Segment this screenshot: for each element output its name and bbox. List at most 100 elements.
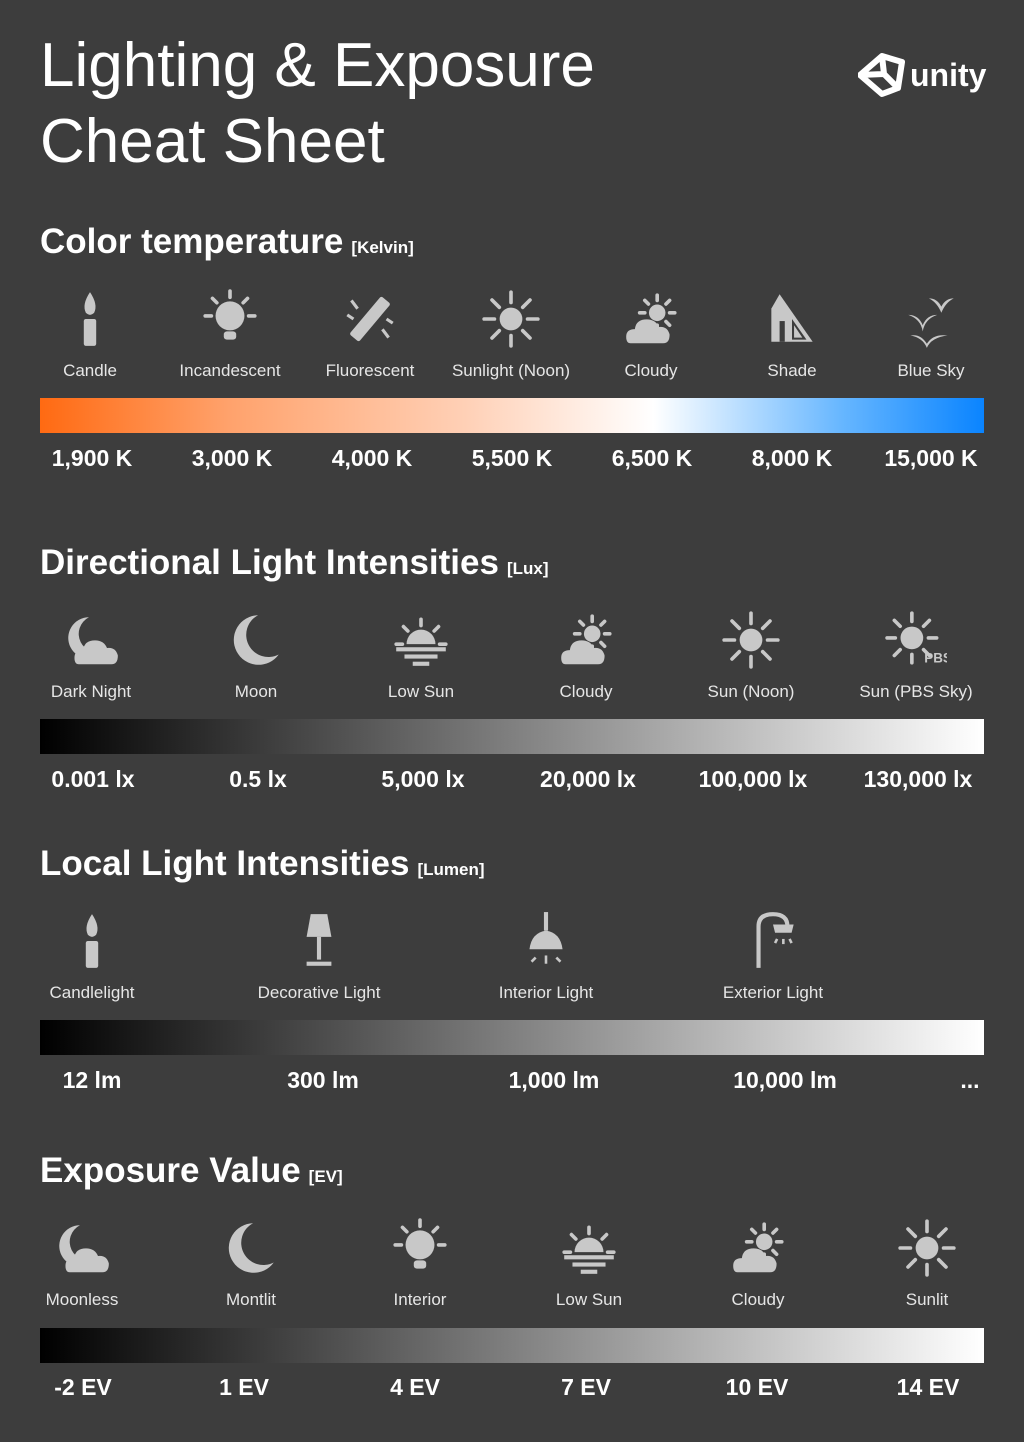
item-label: Candlelight bbox=[49, 983, 135, 1002]
ceiling-light-icon bbox=[529, 912, 563, 964]
icon-item bbox=[166, 1217, 336, 1279]
item-label: Low Sun bbox=[387, 682, 455, 701]
icon-item bbox=[846, 288, 1016, 350]
item-label: Sunlight (Noon) bbox=[451, 361, 571, 380]
gradient-bar bbox=[40, 1328, 984, 1363]
icon-item: PBS bbox=[831, 609, 1001, 671]
icon-item bbox=[688, 910, 858, 972]
item-label: Candle bbox=[63, 361, 117, 380]
item-label: Interior Light bbox=[498, 983, 594, 1002]
section-title: Exposure Value [EV] bbox=[40, 1151, 343, 1191]
sun-pbs-icon: PBS bbox=[885, 611, 947, 666]
scale-value: 10,000 lm bbox=[733, 1067, 837, 1093]
section-unit: [EV] bbox=[308, 1167, 343, 1186]
item-label: Low Sun bbox=[555, 1290, 623, 1309]
icon-item bbox=[426, 288, 596, 350]
item-label: Interior bbox=[393, 1290, 447, 1309]
section-title-text: Exposure Value bbox=[40, 1151, 301, 1190]
icon-item bbox=[5, 288, 175, 350]
section-unit: [Lumen] bbox=[417, 860, 485, 879]
scale-value: 14 EV bbox=[896, 1374, 960, 1400]
scale-value: 8,000 K bbox=[751, 445, 833, 471]
item-label: Moon bbox=[234, 682, 278, 701]
item-label: Sun (Noon) bbox=[707, 682, 795, 701]
scale-value: 0.5 lx bbox=[229, 766, 287, 792]
scale-value: 1 EV bbox=[219, 1374, 269, 1400]
scale-value: 1,000 lm bbox=[508, 1067, 600, 1093]
icon-item bbox=[335, 1217, 505, 1279]
scale-value: 4 EV bbox=[390, 1374, 440, 1400]
scale-value: ... bbox=[960, 1067, 980, 1093]
scale-value: 15,000 K bbox=[884, 445, 978, 471]
item-label: Cloudy bbox=[624, 361, 678, 380]
title-line-1: Lighting & Exposure bbox=[40, 31, 595, 100]
page-title: Lighting & Exposure Cheat Sheet bbox=[40, 28, 595, 180]
moon-cloud-icon bbox=[59, 1225, 109, 1273]
logo-text: unity bbox=[910, 56, 987, 93]
scale-value: 300 lm bbox=[287, 1067, 359, 1093]
gradient-bar bbox=[40, 719, 984, 754]
bulb-icon bbox=[203, 289, 257, 340]
section-unit: [Kelvin] bbox=[351, 238, 414, 257]
scale-value: 130,000 lx bbox=[863, 766, 973, 792]
icon-item bbox=[566, 288, 736, 350]
shade-icon bbox=[771, 294, 813, 342]
fluorescent-tube-icon bbox=[346, 296, 394, 342]
sun-icon bbox=[482, 290, 540, 348]
icon-item bbox=[7, 910, 177, 972]
low-sun-icon bbox=[394, 617, 448, 666]
unity-cube-icon bbox=[858, 53, 905, 97]
icon-item bbox=[336, 609, 506, 671]
icon-item bbox=[842, 1217, 1012, 1279]
section-title-text: Local Light Intensities bbox=[40, 844, 410, 883]
bulb-icon bbox=[393, 1218, 447, 1269]
scale-value: 5,000 lx bbox=[381, 766, 465, 792]
scale-value: 7 EV bbox=[561, 1374, 611, 1400]
gradient-bar bbox=[40, 398, 984, 433]
cloudy-icon bbox=[561, 614, 612, 665]
pbs-badge: PBS bbox=[924, 651, 947, 666]
item-label: Decorative Light bbox=[257, 983, 381, 1002]
birds-icon bbox=[908, 298, 954, 348]
item-label: Cloudy bbox=[731, 1290, 785, 1309]
item-label: Sun (PBS Sky) bbox=[859, 682, 973, 701]
cloudy-icon bbox=[626, 293, 677, 344]
item-label: Montlit bbox=[225, 1290, 277, 1309]
street-light-icon bbox=[756, 912, 794, 968]
icon-item bbox=[6, 609, 176, 671]
cloudy-icon bbox=[733, 1222, 784, 1273]
item-label: Blue Sky bbox=[897, 361, 965, 380]
icon-item bbox=[0, 1217, 167, 1279]
candle-icon bbox=[85, 914, 99, 968]
sun-icon bbox=[722, 611, 780, 669]
section-title-text: Directional Light Intensities bbox=[40, 543, 499, 582]
icon-item bbox=[707, 288, 877, 350]
scale-value: -2 EV bbox=[54, 1374, 112, 1400]
icon-item bbox=[666, 609, 836, 671]
sun-icon bbox=[898, 1219, 956, 1277]
scale-value: 10 EV bbox=[725, 1374, 789, 1400]
scale-value: 4,000 K bbox=[331, 445, 413, 471]
icon-item bbox=[234, 910, 404, 972]
icon-item bbox=[501, 609, 671, 671]
moon-icon bbox=[233, 615, 279, 665]
section-title: Color temperature [Kelvin] bbox=[40, 222, 414, 262]
section-title: Local Light Intensities [Lumen] bbox=[40, 844, 485, 884]
item-label: Exterior Light bbox=[722, 983, 824, 1002]
icon-item bbox=[504, 1217, 674, 1279]
icon-item bbox=[171, 609, 341, 671]
section-title: Directional Light Intensities [Lux] bbox=[40, 543, 549, 583]
gradient-bar bbox=[40, 1020, 984, 1055]
section-unit: [Lux] bbox=[506, 559, 549, 578]
item-label: Incandescent bbox=[179, 361, 281, 380]
moon-cloud-icon bbox=[68, 617, 118, 665]
scale-value: 3,000 K bbox=[191, 445, 273, 471]
item-label: Sunlit bbox=[905, 1290, 949, 1309]
moon-icon bbox=[228, 1223, 274, 1273]
candle-icon bbox=[83, 292, 97, 346]
section-title-text: Color temperature bbox=[40, 222, 344, 261]
item-label: Fluorescent bbox=[325, 361, 415, 380]
scale-value: 0.001 lx bbox=[51, 766, 135, 792]
icon-item bbox=[145, 288, 315, 350]
icon-item bbox=[285, 288, 455, 350]
